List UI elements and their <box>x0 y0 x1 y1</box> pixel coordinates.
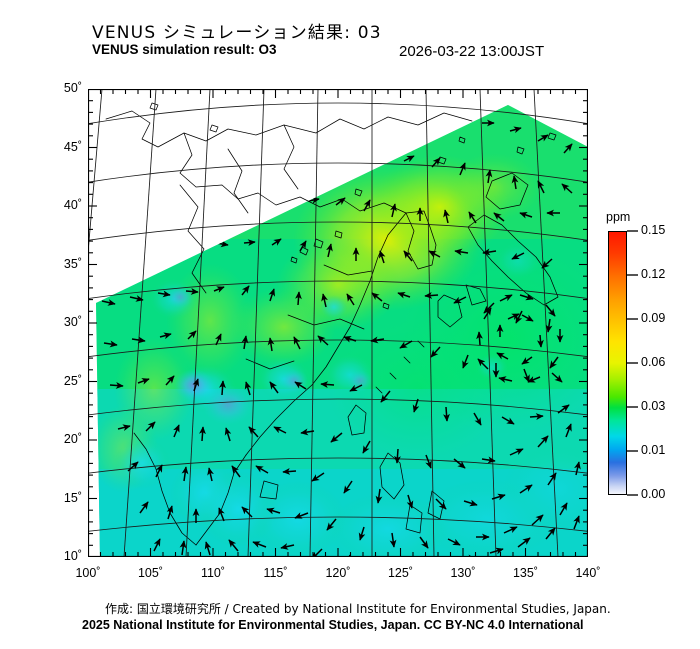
colorbar-tick-label: 0.12 <box>641 267 666 281</box>
colorbar-tick <box>627 450 638 452</box>
longitude-tick-label: 130˚ <box>450 566 476 580</box>
chart-title-japanese: VENUS シミュレーション結果: 03 <box>92 23 382 43</box>
longitude-tick-label: 100˚ <box>75 566 101 580</box>
latitude-tick-label: 30˚ <box>63 315 82 329</box>
colorbar-unit-label: ppm <box>606 210 631 224</box>
colorbar-tick <box>627 494 638 496</box>
latitude-tick-label: 25˚ <box>63 373 82 388</box>
colorbar-tick <box>627 230 638 232</box>
chart-title-english: VENUS simulation result: O3 <box>92 42 277 57</box>
latitude-tick-label: 20˚ <box>63 432 82 446</box>
colorbar-tick-label: 0.09 <box>641 310 666 325</box>
colorbar-tick-label: 0.03 <box>641 399 666 413</box>
colorbar-tick <box>627 406 638 408</box>
colorbar <box>608 231 627 495</box>
colorbar-tick <box>627 318 638 320</box>
latitude-tick-label: 50˚ <box>63 81 82 95</box>
colorbar-tick-label: 0.01 <box>641 442 666 457</box>
colorbar-tick-label: 0.06 <box>641 355 666 369</box>
longitude-tick-label: 135˚ <box>512 566 539 580</box>
longitude-tick-label: 115˚ <box>263 566 288 580</box>
colorbar-tick-label: 0.15 <box>641 223 666 237</box>
footer-license-english: 2025 National Institute for Environmenta… <box>82 618 584 632</box>
colorbar-tick-label: 0.00 <box>641 487 666 501</box>
map-plot-area <box>88 89 588 557</box>
longitude-tick-label: 140˚ <box>575 566 601 580</box>
colorbar-gradient <box>608 231 627 495</box>
map-svg <box>88 89 588 557</box>
colorbar-tick <box>627 274 638 276</box>
chart-timestamp: 2026-03-22 13:00JST <box>399 43 545 60</box>
colorbar-tick <box>627 362 638 364</box>
plot-frame <box>88 89 588 557</box>
latitude-tick-label: 40˚ <box>63 198 82 212</box>
latitude-tick-label: 45˚ <box>63 139 82 154</box>
longitude-tick-label: 120˚ <box>325 566 351 580</box>
latitude-tick-label: 15˚ <box>63 490 82 505</box>
latitude-tick-label: 10˚ <box>63 549 82 563</box>
latitude-tick-label: 35˚ <box>63 256 82 271</box>
longitude-tick-label: 125˚ <box>387 566 414 580</box>
longitude-tick-label: 105˚ <box>137 566 164 580</box>
coastlines <box>105 102 559 546</box>
footer-credit-japanese: 作成: 国立環境研究所 / Created by National Instit… <box>105 602 611 616</box>
longitude-tick-label: 110˚ <box>200 566 226 580</box>
